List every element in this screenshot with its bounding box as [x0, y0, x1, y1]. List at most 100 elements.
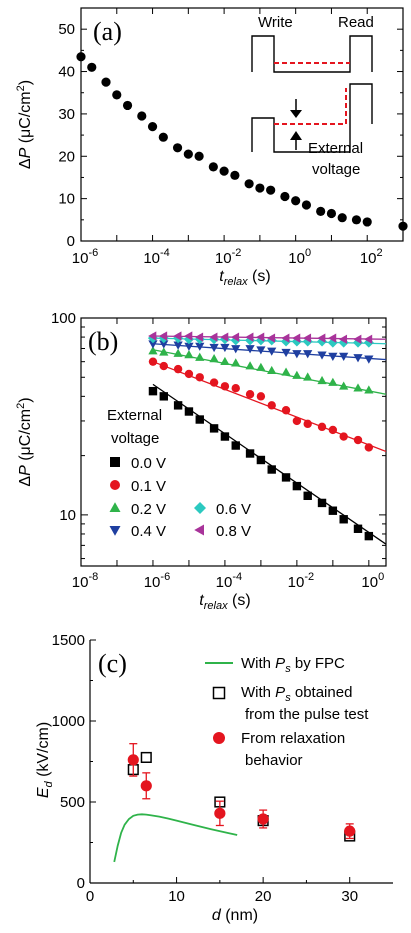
data-point	[101, 77, 111, 87]
legend-label-line2: behavior	[245, 752, 303, 769]
legend-title: External	[107, 407, 162, 424]
legend-marker	[109, 502, 121, 512]
tick-label-base: 10	[143, 250, 160, 267]
data-point	[339, 515, 348, 524]
legend-title: voltage	[111, 430, 159, 447]
data-point	[209, 378, 219, 387]
y-axis-label-sup: 2	[15, 403, 27, 409]
series-0p8V	[148, 331, 387, 344]
data-point	[209, 424, 219, 433]
data-point	[219, 166, 229, 176]
y-tick-label: 1000	[52, 713, 85, 730]
data-point	[303, 491, 312, 501]
y-tick-label: 10	[59, 507, 76, 524]
data-point	[244, 179, 254, 189]
relaxation-point	[214, 807, 226, 819]
data-point	[281, 367, 291, 376]
data-point	[245, 390, 255, 399]
data-point	[292, 370, 302, 379]
data-point	[339, 352, 349, 361]
x-tick-label: 0	[86, 888, 94, 905]
data-point	[353, 435, 363, 445]
data-point	[363, 337, 374, 348]
x-axis-label: trelax (s)	[219, 268, 270, 288]
x-tick-label: 30	[341, 888, 358, 905]
data-point	[220, 343, 230, 353]
legend-label: 0.0 V	[131, 455, 166, 472]
tick-label-exponent: -2	[232, 247, 242, 259]
tick-label-exponent: 0	[305, 247, 311, 259]
data-point	[220, 382, 230, 391]
data-point	[184, 331, 193, 341]
data-point	[245, 361, 255, 370]
legend-label: 0.4 V	[131, 523, 166, 540]
x-axis-label-sub: relax	[224, 276, 248, 288]
data-point	[267, 401, 276, 410]
tick-label-base: 10	[72, 574, 89, 591]
data-point	[267, 465, 276, 474]
legend-marker	[194, 524, 204, 536]
data-point	[267, 365, 277, 375]
data-point	[147, 122, 158, 132]
tick-label-exponent: -6	[88, 247, 98, 259]
panel-label: (b)	[88, 327, 118, 356]
x-tick-label: 10-4	[143, 247, 169, 267]
series-0p4V	[148, 340, 387, 364]
y-axis-label-delta: Δ	[17, 158, 34, 169]
series-0p2V	[148, 346, 387, 395]
data-point	[362, 217, 372, 227]
legend-text: by FPC	[291, 655, 345, 672]
legend-label: 0.6 V	[216, 501, 251, 518]
legend-label: With Ps obtained	[241, 684, 352, 704]
data-point	[266, 185, 276, 195]
data-point	[220, 332, 229, 342]
x-axis-label-var: t	[199, 592, 204, 609]
data-point	[158, 331, 168, 341]
x-axis-label-unit: (nm)	[221, 907, 258, 924]
data-point	[195, 352, 205, 361]
data-point	[291, 196, 301, 206]
data-point	[281, 333, 290, 343]
data-point	[184, 369, 194, 379]
data-point	[301, 200, 312, 210]
legend-marker	[110, 457, 120, 467]
data-point	[351, 215, 362, 225]
arrow-up-icon	[290, 131, 302, 140]
legend-label: 0.8 V	[216, 523, 251, 540]
x-tick-label: 10-4	[216, 571, 242, 591]
x-tick-label: 100	[288, 247, 311, 267]
legend-marker	[109, 526, 121, 536]
data-point	[317, 333, 326, 343]
tick-label-exponent: -8	[88, 571, 98, 583]
x-tick-label: 10-6	[72, 247, 98, 267]
data-point	[183, 149, 193, 159]
y-axis-label-var: P	[17, 465, 34, 476]
data-point	[148, 340, 158, 349]
data-point	[195, 415, 204, 424]
data-point	[220, 356, 230, 366]
data-point	[195, 342, 205, 351]
data-point	[173, 364, 183, 374]
data-point	[209, 354, 219, 363]
data-point	[281, 406, 291, 415]
data-point	[194, 151, 204, 161]
data-point	[353, 524, 363, 533]
panel-label: (c)	[98, 649, 127, 678]
data-point	[266, 333, 276, 343]
arrow-down-icon	[290, 110, 302, 118]
tick-label-exponent: -4	[232, 571, 242, 583]
data-point	[281, 473, 291, 482]
legend-filled-circle	[213, 732, 225, 744]
data-point	[281, 348, 291, 358]
data-point	[328, 333, 337, 343]
x-axis-label-var: t	[219, 268, 224, 285]
x-axis-label-unit: (s)	[248, 268, 271, 285]
data-point	[328, 506, 338, 515]
data-point	[87, 62, 97, 72]
legend-marker	[110, 480, 120, 490]
external-label: External	[308, 140, 363, 157]
y-tick-label: 50	[58, 21, 75, 38]
voltage-label: voltage	[312, 161, 360, 178]
data-point	[316, 206, 326, 216]
data-point	[184, 342, 194, 351]
